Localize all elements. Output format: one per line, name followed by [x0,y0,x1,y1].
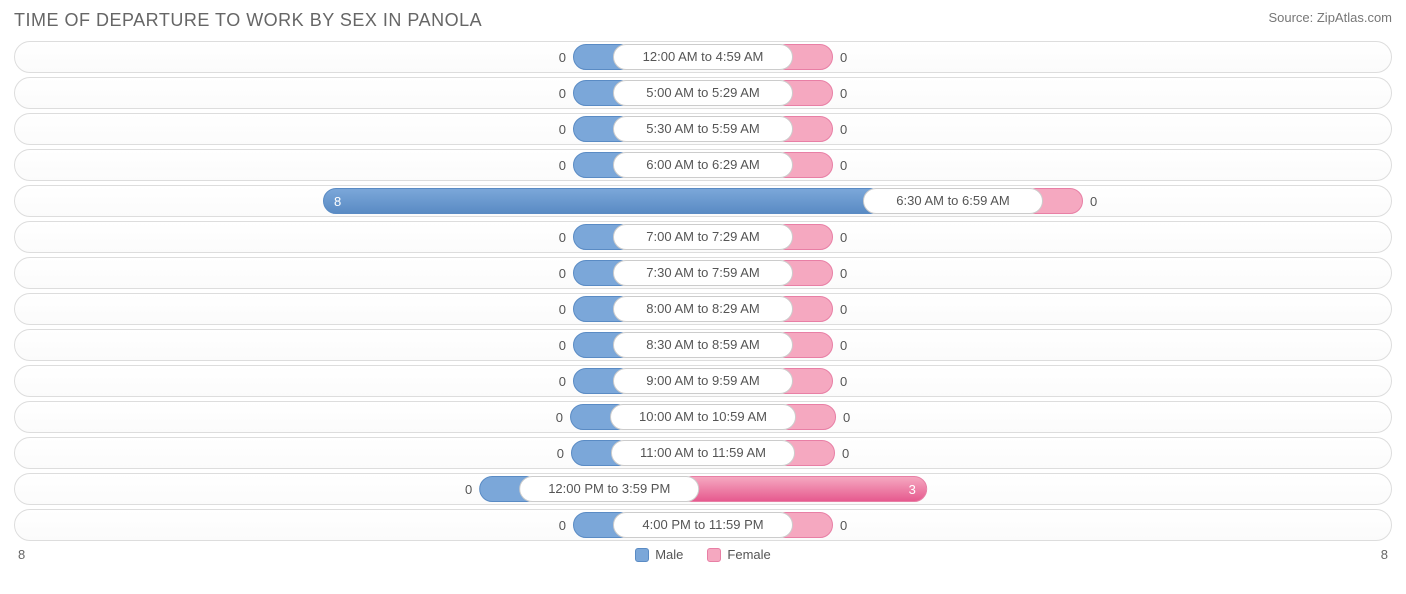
chart-row-inner: 09:00 AM to 9:59 AM0 [573,369,833,393]
chart-row: 0 12:00 AM to 4:59 AM 0 [14,41,1392,73]
chart-row-inner: 08:00 AM to 8:29 AM0 [573,297,833,321]
value-female: 0 [840,50,847,65]
value-female: 0 [840,230,847,245]
chart-header: TIME OF DEPARTURE TO WORK BY SEX IN PANO… [14,10,1392,31]
row-label: 7:30 AM to 7:59 AM [613,260,793,286]
chart-row-inner: 08:30 AM to 8:59 AM0 [573,333,833,357]
value-male: 0 [559,122,566,137]
value-female: 0 [840,374,847,389]
bar-male: 8 [323,188,883,214]
legend-item: Female [707,547,770,562]
legend-swatch [707,548,721,562]
chart-row-inner: 06:00 AM to 6:29 AM0 [573,153,833,177]
row-label: 8:30 AM to 8:59 AM [613,332,793,358]
value-male: 0 [559,266,566,281]
value-female: 0 [1090,194,1097,209]
row-label: 8:00 AM to 8:29 AM [613,296,793,322]
value-female: 0 [840,518,847,533]
legend-swatch [635,548,649,562]
chart-source: Source: ZipAtlas.com [1268,10,1392,25]
value-male: 0 [559,86,566,101]
chart-row: 8 6:30 AM to 6:59 AM 0 [14,185,1392,217]
row-label: 9:00 AM to 9:59 AM [613,368,793,394]
legend: Male Female [635,547,771,562]
row-label: 6:00 AM to 6:29 AM [613,152,793,178]
chart-row: 0 5:00 AM to 5:29 AM 0 [14,77,1392,109]
legend-label: Female [727,547,770,562]
chart-row-inner: 011:00 AM to 11:59 AM0 [571,441,835,465]
value-male: 0 [559,302,566,317]
chart-row: 0 5:30 AM to 5:59 AM 0 [14,113,1392,145]
chart-row: 0 7:00 AM to 7:29 AM 0 [14,221,1392,253]
value-female: 3 [909,482,916,497]
row-label: 4:00 PM to 11:59 PM [613,512,793,538]
value-female: 0 [840,338,847,353]
value-male: 8 [334,194,341,209]
chart-row: 0 4:00 PM to 11:59 PM 0 [14,509,1392,541]
legend-item: Male [635,547,683,562]
chart-footer: 8 Male Female 8 [14,547,1392,562]
value-female: 0 [840,86,847,101]
axis-right-max: 8 [1381,547,1388,562]
value-male: 0 [559,230,566,245]
value-male: 0 [557,446,564,461]
row-label: 7:00 AM to 7:29 AM [613,224,793,250]
chart-row: 0 8:00 AM to 8:29 AM 0 [14,293,1392,325]
value-male: 0 [559,338,566,353]
chart-row-inner: 07:30 AM to 7:59 AM0 [573,261,833,285]
row-label: 5:00 AM to 5:29 AM [613,80,793,106]
row-label: 10:00 AM to 10:59 AM [610,404,796,430]
chart-row-inner: 010:00 AM to 10:59 AM0 [570,405,836,429]
legend-label: Male [655,547,683,562]
chart-row: 0 11:00 AM to 11:59 AM 0 [14,437,1392,469]
row-label: 5:30 AM to 5:59 AM [613,116,793,142]
chart-row-inner: 04:00 PM to 11:59 PM0 [573,513,833,537]
axis-left-max: 8 [18,547,25,562]
chart-row: 0 9:00 AM to 9:59 AM 0 [14,365,1392,397]
row-label: 12:00 AM to 4:59 AM [613,44,793,70]
value-male: 0 [465,482,472,497]
chart-area: 0 12:00 AM to 4:59 AM 0 0 5:00 AM to 5:29 AM… [14,41,1392,541]
chart-row: 0 6:00 AM to 6:29 AM 0 [14,149,1392,181]
row-label: 11:00 AM to 11:59 AM [611,440,795,466]
row-label: 6:30 AM to 6:59 AM [863,188,1043,214]
bar-female: 3 [679,476,927,502]
value-male: 0 [559,158,566,173]
chart-row-inner: 012:00 PM to 3:59 PM3 [479,477,927,501]
chart-title: TIME OF DEPARTURE TO WORK BY SEX IN PANO… [14,10,482,31]
chart-row-inner: 05:00 AM to 5:29 AM0 [573,81,833,105]
value-male: 0 [556,410,563,425]
value-female: 0 [840,158,847,173]
chart-row: 0 7:30 AM to 7:59 AM 0 [14,257,1392,289]
chart-row: 0 8:30 AM to 8:59 AM 0 [14,329,1392,361]
value-male: 0 [559,518,566,533]
value-female: 0 [842,446,849,461]
value-female: 0 [840,266,847,281]
value-male: 0 [559,50,566,65]
value-female: 0 [840,302,847,317]
chart-row-inner: 86:30 AM to 6:59 AM0 [323,189,1083,213]
chart-row-inner: 05:30 AM to 5:59 AM0 [573,117,833,141]
chart-row: 0 10:00 AM to 10:59 AM 0 [14,401,1392,433]
value-female: 0 [840,122,847,137]
chart-row-inner: 012:00 AM to 4:59 AM0 [573,45,833,69]
value-male: 0 [559,374,566,389]
row-label: 12:00 PM to 3:59 PM [519,476,699,502]
chart-row-inner: 07:00 AM to 7:29 AM0 [573,225,833,249]
value-female: 0 [843,410,850,425]
chart-row: 0 12:00 PM to 3:59 PM 3 [14,473,1392,505]
